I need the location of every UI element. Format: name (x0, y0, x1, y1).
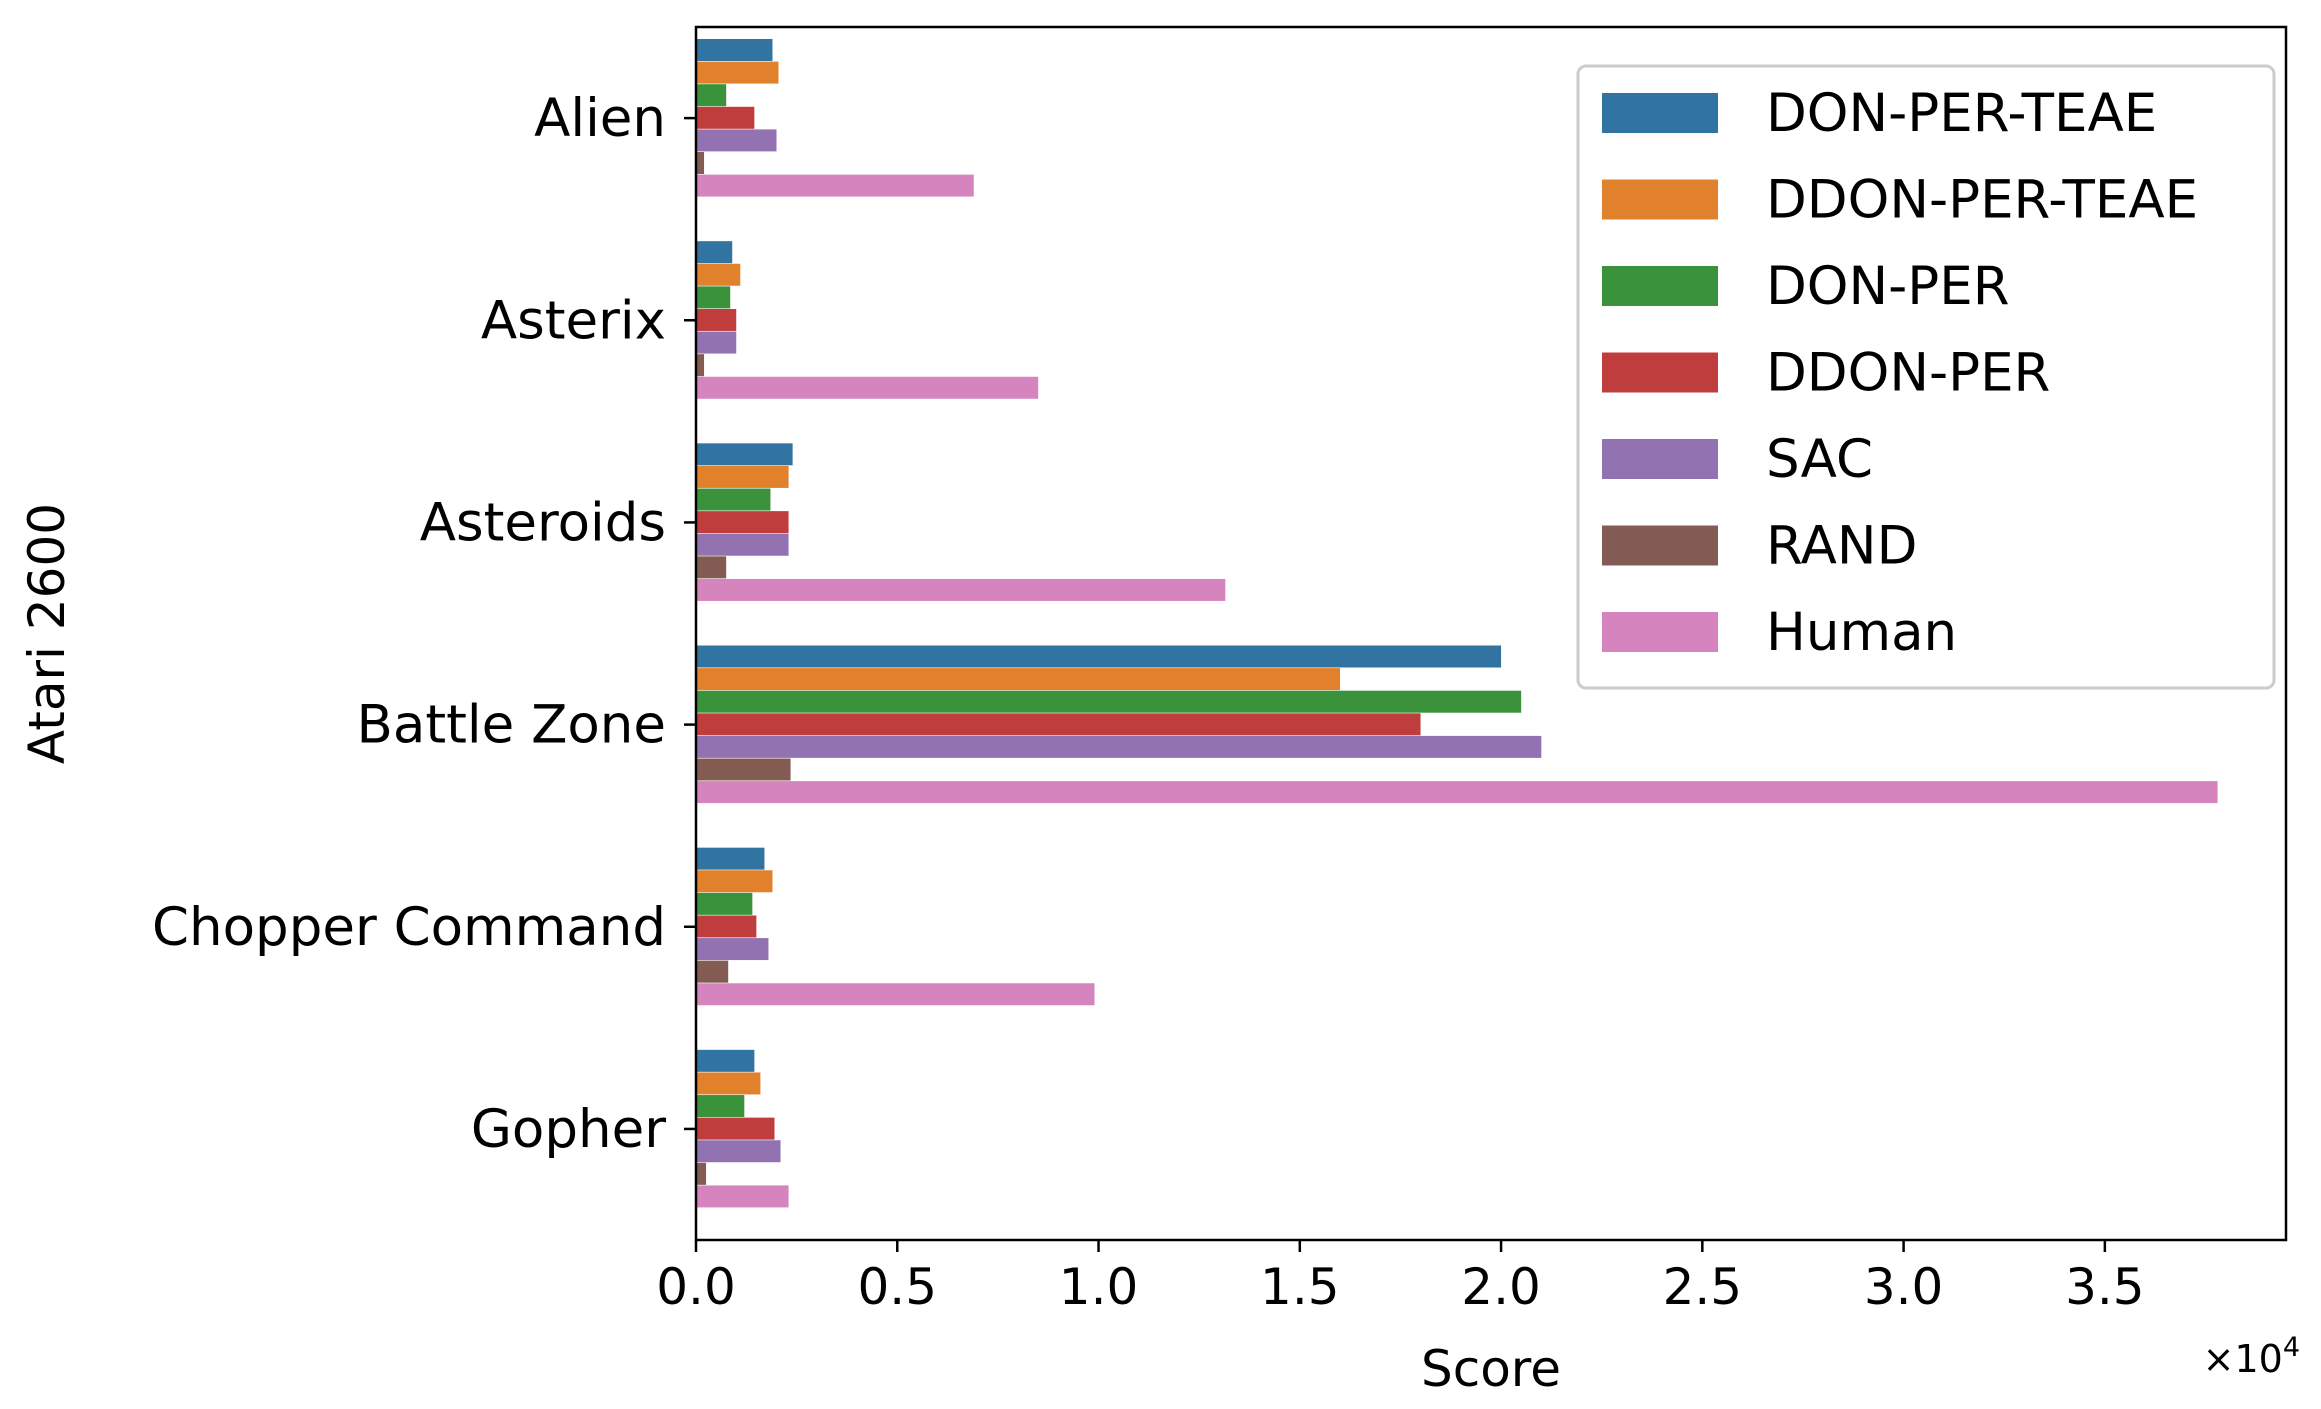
legend-label-ddon-per: DDON-PER (1766, 343, 2050, 404)
legend-swatch-don-per-teae (1602, 93, 1718, 133)
legend-swatch-rand (1602, 525, 1718, 566)
y-tick-label-asterix: Asterix (481, 290, 666, 351)
legend-label-sac: SAC (1766, 429, 1873, 490)
legend-swatch-ddon-per (1602, 352, 1718, 393)
legend-label-rand: RAND (1766, 516, 1917, 577)
x-tick-label-3: 1.5 (1260, 1258, 1340, 1316)
bar-gopher-rand (696, 1162, 707, 1185)
bar-battle-zone-ddon-per-teae (696, 668, 1341, 691)
bar-battle-zone-don-per-teae (696, 645, 1502, 668)
bar-asterix-ddon-per (696, 308, 737, 331)
x-tick-label-5: 2.5 (1663, 1258, 1743, 1316)
plot-frame (694, 25, 2288, 1242)
bar-asterix-ddon-per-teae (696, 263, 741, 286)
bar-gopher-don-per (696, 1095, 745, 1118)
bar-alien-don-per-teae (696, 39, 773, 61)
y-axis-title: Atari 2600 (18, 503, 76, 764)
legend: DON-PER-TEAE DDON-PER-TEAE DON-PER DDON-PER… (1576, 64, 2276, 690)
y-tick-label-chopper-command: Chopper Command (152, 897, 666, 958)
bar-chopper-command-ddon-per-teae (696, 870, 773, 893)
legend-label-human: Human (1766, 602, 1957, 663)
x-tick-label-2: 1.0 (1059, 1258, 1139, 1316)
bar-gopher-don-per-teae (696, 1049, 755, 1072)
x-tick-label-0: 0.0 (656, 1258, 736, 1316)
bars-layer (696, 39, 2218, 1208)
bar-battle-zone-human (696, 781, 2218, 804)
x-multiplier-base: ×10 (2203, 1337, 2283, 1381)
bar-alien-sac (696, 129, 777, 152)
bar-battle-zone-ddon-per (696, 713, 1421, 736)
bar-asterix-don-per-teae (696, 241, 733, 264)
legend-box (1576, 64, 2276, 690)
legend-swatch-sac (1602, 439, 1718, 479)
bar-chopper-command-don-per (696, 892, 753, 915)
bar-gopher-sac (696, 1140, 781, 1163)
bar-battle-zone-sac (696, 735, 1542, 758)
legend-label-don-per: DON-PER (1766, 256, 2010, 317)
bar-asteroids-rand (696, 556, 727, 579)
legend-label-don-per-teae: DON-PER-TEAE (1766, 83, 2157, 144)
bar-battle-zone-rand (696, 758, 791, 781)
bar-asteroids-ddon-per (696, 511, 789, 534)
x-tick-label-1: 0.5 (858, 1258, 938, 1316)
y-tick-label-asteroids: Asteroids (420, 492, 666, 553)
bar-asterix-sac (696, 331, 737, 354)
bar-asteroids-don-per (696, 488, 771, 511)
bar-gopher-ddon-per (696, 1117, 775, 1140)
bar-asterix-rand (696, 354, 705, 377)
bar-chopper-command-don-per-teae (696, 847, 765, 870)
x-multiplier-exponent: 4 (2283, 1332, 2300, 1363)
bar-gopher-ddon-per-teae (696, 1072, 761, 1095)
bar-asterix-human (696, 376, 1039, 399)
x-tick-label-6: 3.0 (1864, 1258, 1944, 1316)
y-tick-label-gopher: Gopher (471, 1099, 666, 1160)
bar-alien-ddon-per-teae (696, 61, 779, 84)
legend-label-ddon-per-teae: DDON-PER-TEAE (1766, 170, 2198, 231)
x-axis-multiplier: ×104 (2203, 1332, 2300, 1381)
y-axis: Alien Asterix Asteroids Battle Zone Chopper … (152, 88, 696, 1160)
bar-alien-human (696, 174, 974, 197)
y-tick-label-alien: Alien (534, 88, 666, 149)
legend-swatch-don-per (1602, 266, 1718, 306)
bar-asterix-don-per (696, 286, 731, 309)
bar-chopper-command-rand (696, 960, 729, 983)
bar-chopper-command-ddon-per (696, 915, 757, 938)
bar-alien-ddon-per (696, 106, 755, 129)
x-tick-label-7: 3.5 (2065, 1258, 2145, 1316)
y-tick-label-battle-zone: Battle Zone (356, 695, 666, 756)
bar-asteroids-sac (696, 533, 789, 556)
x-tick-label-4: 2.0 (1461, 1258, 1541, 1316)
bar-battle-zone-don-per (696, 690, 1522, 713)
bar-asteroids-don-per-teae (696, 443, 793, 466)
legend-swatch-human (1602, 612, 1718, 652)
bar-alien-don-per (696, 84, 727, 107)
bar-gopher-human (696, 1185, 789, 1208)
x-axis-title: Score (1421, 1340, 1561, 1398)
bar-asteroids-human (696, 578, 1226, 601)
bar-asteroids-ddon-per-teae (696, 465, 789, 488)
bar-chopper-command-sac (696, 938, 769, 961)
bar-alien-rand (696, 152, 705, 174)
legend-swatch-ddon-per-teae (1602, 179, 1718, 220)
bar-chopper-command-human (696, 983, 1095, 1006)
x-axis: 0.0 0.5 1.0 1.5 2.0 2.5 3.0 3.5 (656, 1240, 2145, 1316)
